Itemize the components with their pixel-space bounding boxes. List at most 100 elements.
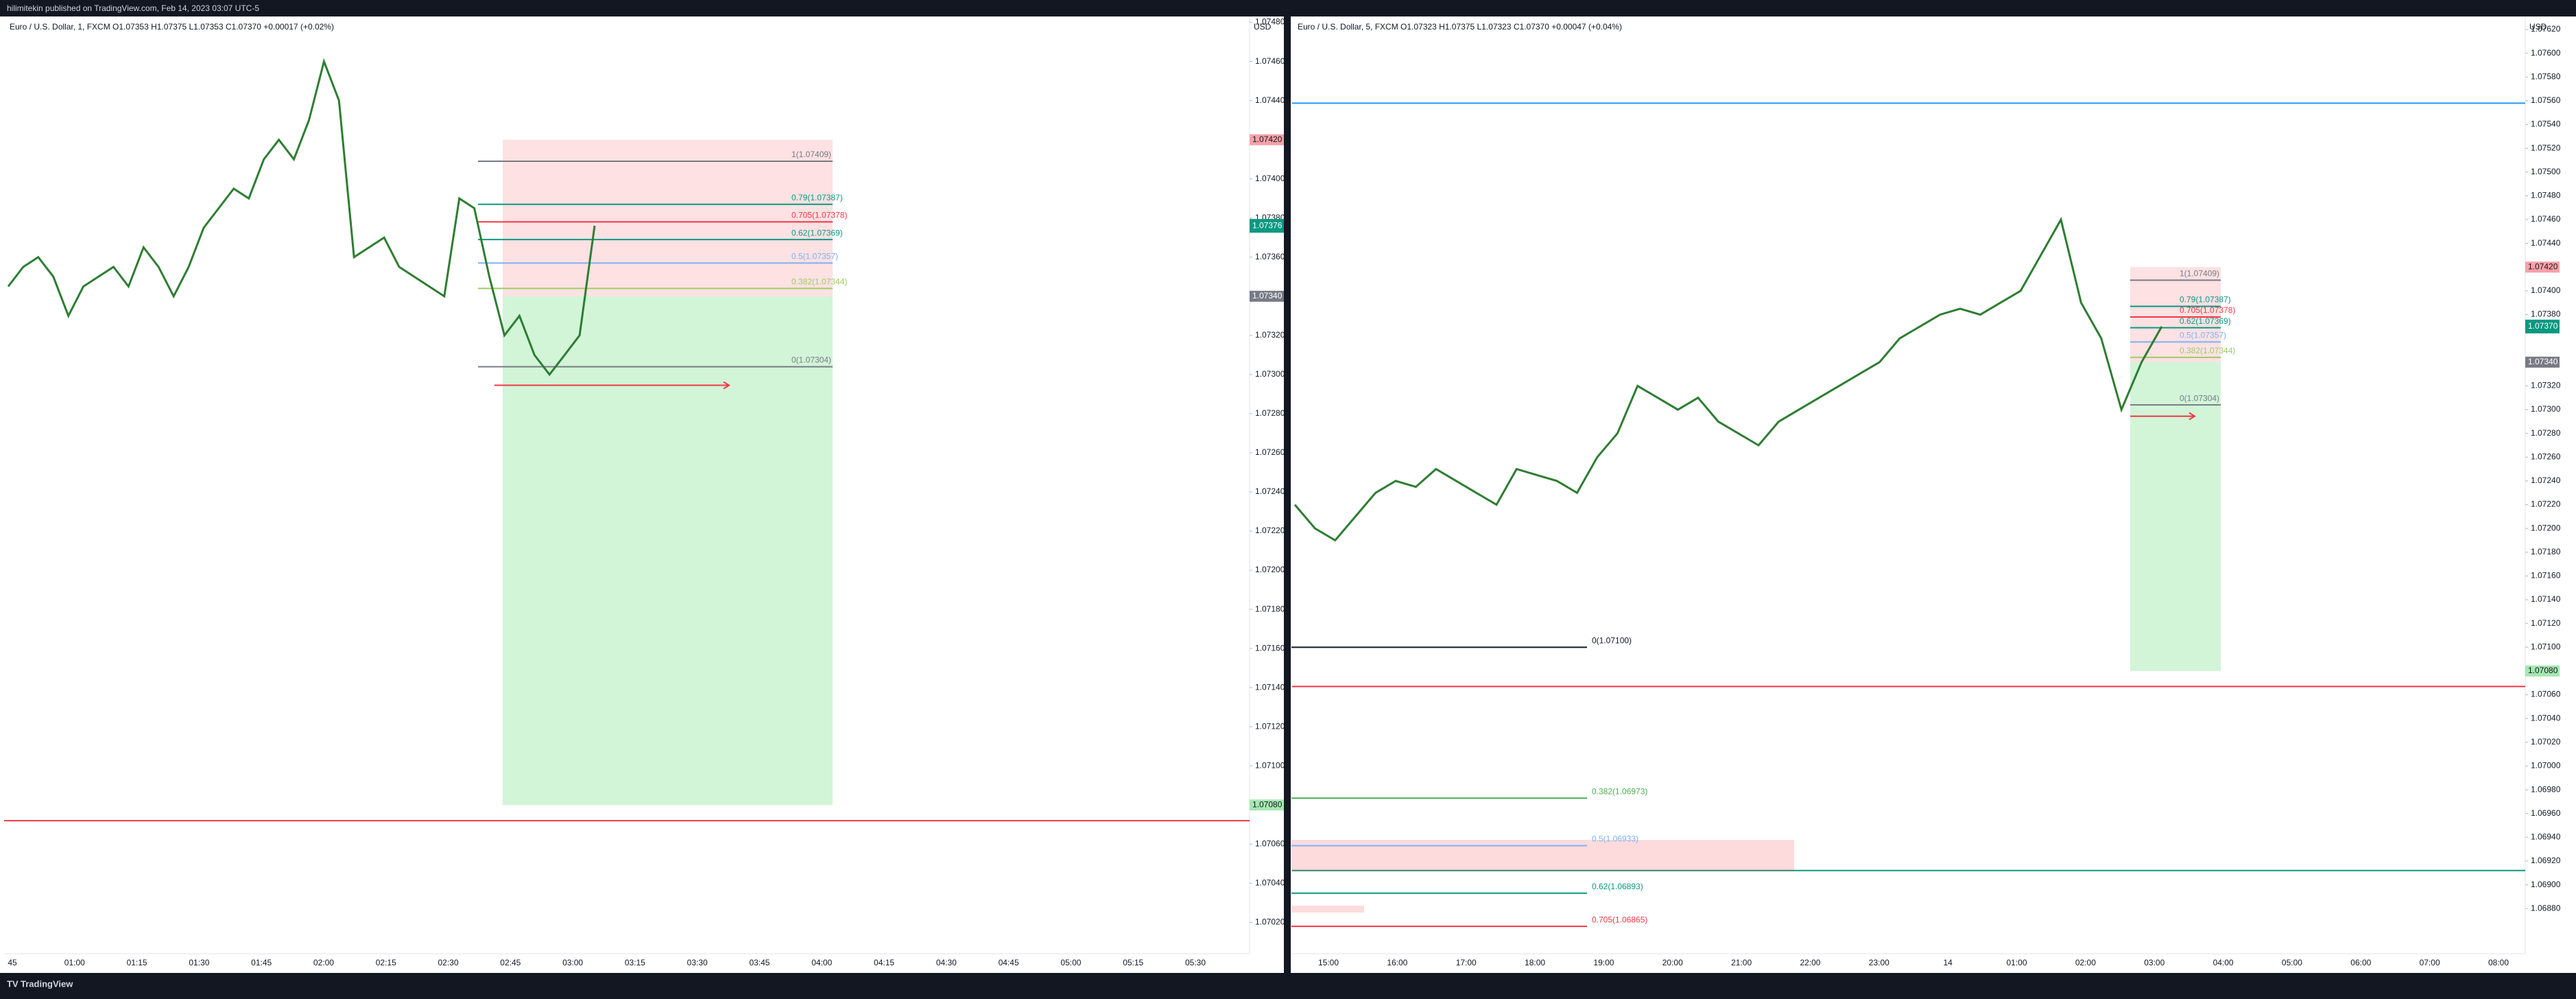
currency: USD — [2529, 22, 2547, 32]
y-tick-label: 1.07440 — [1255, 95, 1285, 105]
y-tick-label: 1.07040 — [2531, 713, 2561, 722]
y-tick-label: 1.07540 — [2531, 119, 2561, 129]
fib-label: 0(1.07304) — [791, 355, 831, 365]
y-tick-label: 1.07320 — [1255, 330, 1285, 340]
x-tick-label: 01:00 — [64, 958, 85, 967]
y-tick-label: 1.07480 — [1255, 17, 1285, 27]
fib-label: 0.5(1.07357) — [791, 251, 838, 261]
x-tick-label: 02:00 — [313, 958, 334, 967]
price-badge — [1250, 290, 1284, 302]
x-tick-label: 01:15 — [127, 958, 147, 967]
legend: Euro / U.S. Dollar, 1, FXCM O1.07353 H1.… — [10, 22, 334, 32]
y-tick-label: 1.07480 — [2531, 191, 2561, 200]
y-tick-label: 1.07280 — [1255, 408, 1285, 418]
x-tick-label: 03:30 — [687, 958, 708, 967]
legend: Euro / U.S. Dollar, 5, FXCM O1.07323 H1.… — [1298, 22, 1622, 32]
price-badge-label: 1.07340 — [2528, 357, 2558, 366]
y-tick-label: 1.07360 — [1255, 252, 1285, 261]
brand-logo: TV — [7, 978, 19, 989]
x-tick-label: 07:00 — [2420, 958, 2440, 967]
arrow-head — [723, 381, 730, 390]
x-tick-label: 05:15 — [1123, 958, 1143, 967]
fib-label: 0.705(1.07378) — [2180, 305, 2235, 315]
y-tick-label: 1.07000 — [2531, 761, 2561, 771]
x-tick-label: 01:00 — [2007, 958, 2027, 967]
y-tick-label: 1.07460 — [2531, 214, 2561, 224]
price-badge — [2525, 665, 2560, 677]
x-tick-label: 02:00 — [2075, 958, 2096, 967]
fib-label: 0(1.07304) — [2180, 393, 2219, 403]
y-tick-label: 1.07400 — [1255, 174, 1285, 183]
x-tick-label: 20:00 — [1662, 958, 1683, 967]
y-tick-label: 1.07320 — [2531, 381, 2561, 390]
stop-zone — [2130, 267, 2221, 362]
y-tick-label: 1.07200 — [1255, 565, 1285, 574]
x-tick-label: 03:00 — [2144, 958, 2164, 967]
y-tick-label: 1.07100 — [2531, 642, 2561, 651]
fib-label: 0.5(1.06933) — [1592, 834, 1638, 844]
last-price-label: 1.07376 — [1252, 220, 1283, 230]
last-price-label: 1.07370 — [2528, 321, 2558, 331]
y-tick-label: 1.07180 — [1255, 604, 1285, 613]
x-tick-label: 21:00 — [1731, 958, 1752, 967]
x-tick-label: 01:45 — [251, 958, 272, 967]
x-tick-label: 04:45 — [999, 958, 1019, 967]
y-tick-label: 1.07060 — [2531, 690, 2561, 699]
y-tick-label: 1.07060 — [1255, 838, 1285, 848]
y-tick-label: 1.06960 — [2531, 808, 2561, 818]
y-tick-label: 1.07280 — [2531, 428, 2561, 438]
price-badge-label: 1.07420 — [2528, 261, 2558, 271]
y-tick-label: 1.07460 — [1255, 56, 1285, 66]
price-badge-label: 1.07080 — [2528, 666, 2558, 675]
y-tick-label: 1.07580 — [2531, 71, 2561, 81]
y-tick-label: 1.07380 — [2531, 309, 2561, 319]
fib-label: 0.382(1.07344) — [791, 277, 847, 287]
y-tick-label: 1.07260 — [1255, 447, 1285, 457]
currency: USD — [1254, 22, 1272, 32]
y-tick-label: 1.07140 — [2531, 594, 2561, 604]
x-tick-label: 03:15 — [625, 958, 645, 967]
fib-label: 0.382(1.06973) — [1592, 786, 1647, 796]
y-tick-label: 1.07300 — [2531, 404, 2561, 414]
price-badge — [2525, 356, 2560, 368]
x-tick-label: 06:00 — [2350, 958, 2371, 967]
y-tick-label: 1.07440 — [2531, 238, 2561, 248]
price-badge-label: 1.07080 — [1252, 799, 1283, 809]
fib-label: 0.382(1.07344) — [2180, 346, 2235, 355]
x-tick-label: 05:00 — [2282, 958, 2302, 967]
brand: TradingView — [21, 978, 73, 989]
y-tick-label: 1.07300 — [1255, 369, 1285, 379]
target-zone — [503, 296, 833, 806]
price-badge — [2525, 261, 2560, 273]
y-tick-label: 1.07500 — [2531, 167, 2561, 176]
x-tick-label: 15:00 — [1318, 958, 1339, 967]
y-tick-label: 1.07160 — [2531, 571, 2561, 580]
price-badge — [1250, 134, 1284, 145]
fib-label: 0.705(1.06865) — [1592, 915, 1647, 924]
y-tick-label: 1.06940 — [2531, 832, 2561, 842]
fib-label: 0.62(1.07369) — [2180, 316, 2231, 326]
y-tick-label: 1.07100 — [1255, 760, 1285, 770]
x-tick-label: 17:00 — [1456, 958, 1477, 967]
y-tick-label: 1.07120 — [1255, 721, 1285, 731]
pane-right — [1291, 16, 2576, 973]
y-tick-label: 1.07220 — [2531, 500, 2561, 509]
y-tick-label: 1.06900 — [2531, 880, 2561, 889]
price-badge-label: 1.07340 — [1252, 291, 1283, 301]
x-tick-label: 08:00 — [2488, 958, 2509, 967]
stop-zone — [503, 139, 833, 296]
x-tick-label: 23:00 — [1869, 958, 1889, 967]
y-tick-label: 1.07040 — [1255, 878, 1285, 888]
y-tick-label: 1.06920 — [2531, 856, 2561, 865]
y-tick-label: 1.07620 — [2531, 24, 2561, 34]
zone — [1291, 906, 1364, 913]
y-tick-label: 1.07520 — [2531, 143, 2561, 152]
x-tick-label: 01:30 — [189, 958, 209, 967]
last-price-badge — [2525, 319, 2560, 333]
fib-label: 0.79(1.07387) — [791, 193, 843, 202]
bottom-bar — [0, 973, 2576, 996]
y-tick-label: 1.07260 — [2531, 451, 2561, 461]
fib-label: 0.62(1.06893) — [1592, 882, 1643, 891]
